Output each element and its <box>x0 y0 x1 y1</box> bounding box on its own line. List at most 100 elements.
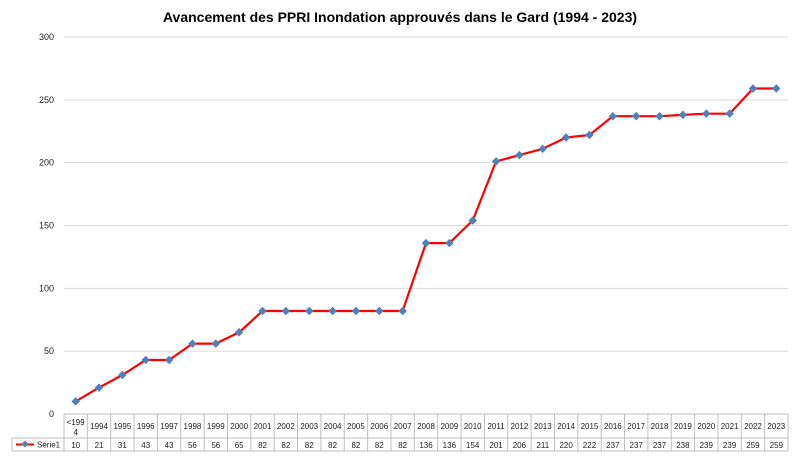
data-table-value: 43 <box>165 441 174 450</box>
data-table-value: 238 <box>676 441 690 450</box>
data-table-value: 211 <box>536 441 549 450</box>
data-point <box>655 111 664 121</box>
data-point <box>328 306 337 316</box>
data-table-value: 259 <box>746 441 760 450</box>
data-table-value: 82 <box>375 441 384 450</box>
data-point <box>772 84 781 93</box>
data-point <box>398 306 407 316</box>
x-tick-label: 1996 <box>137 422 155 431</box>
x-tick-label: 2023 <box>767 422 785 431</box>
x-tick-label: 2007 <box>394 422 412 431</box>
x-tick-label: 2002 <box>277 422 295 431</box>
data-table-value: 259 <box>770 441 784 450</box>
x-tick-label: 2012 <box>511 422 529 431</box>
data-table-value: 136 <box>419 441 433 450</box>
y-tick-label: 150 <box>39 221 54 231</box>
data-table-value: 136 <box>443 441 457 450</box>
x-tick-label: 2017 <box>627 422 645 431</box>
y-tick-label: 50 <box>44 346 54 356</box>
x-tick-label: 2022 <box>744 422 762 431</box>
x-tick-label: 1997 <box>160 422 178 431</box>
data-table-value: 154 <box>466 441 480 450</box>
data-table-value: 82 <box>281 441 290 450</box>
x-tick-label: 2013 <box>534 422 552 431</box>
y-tick-label: 200 <box>39 158 54 168</box>
data-point <box>585 130 594 140</box>
data-point <box>445 238 454 248</box>
data-point <box>234 328 244 337</box>
grid <box>64 36 788 415</box>
x-tick-label: 2000 <box>230 422 248 431</box>
y-tick-label: 100 <box>39 283 54 293</box>
y-tick-label: 0 <box>49 409 54 419</box>
x-tick-label: 2014 <box>557 422 575 431</box>
data-point <box>702 109 711 118</box>
data-table-value: 56 <box>211 441 220 450</box>
data-table-value: 222 <box>583 441 597 450</box>
data-point <box>678 110 688 120</box>
data-point <box>164 355 174 365</box>
data-point <box>631 111 641 121</box>
y-axis-ticks: 0 50 100 150 200 250 300 <box>39 32 54 419</box>
x-tick-label: 2001 <box>254 422 272 431</box>
data-table-value: 220 <box>559 441 573 450</box>
data-point <box>748 84 758 93</box>
data-table-value: 82 <box>305 441 314 450</box>
x-tick-label: 2004 <box>324 422 342 431</box>
data-point <box>305 306 314 316</box>
data-table-value: 239 <box>700 441 714 450</box>
data-point <box>281 306 291 316</box>
data-point <box>141 355 150 365</box>
data-table-value: 237 <box>653 441 667 450</box>
y-tick-label: 300 <box>39 32 54 42</box>
data-point <box>421 238 431 248</box>
series-group <box>71 84 781 406</box>
x-tick-label: 2008 <box>417 422 435 431</box>
data-table-value: 56 <box>188 441 197 450</box>
data-table-value: 206 <box>513 441 527 450</box>
x-tick-label: 2006 <box>370 422 388 431</box>
data-table: <199 4 10 1994 21 1995 31 1996 43 1997 43 1998 56 199… <box>11 413 789 452</box>
x-tick-label: 2019 <box>674 422 692 431</box>
x-tick-label: 1995 <box>113 422 131 431</box>
data-table-value: 237 <box>606 441 620 450</box>
data-table-value: 201 <box>489 441 503 450</box>
x-tick-label: 1998 <box>184 422 202 431</box>
data-table-value: 10 <box>71 441 80 450</box>
data-point <box>491 157 501 166</box>
data-table-value: 31 <box>118 441 127 450</box>
x-tick-label: 2020 <box>697 422 715 431</box>
data-point <box>211 339 221 348</box>
data-point <box>561 133 571 142</box>
data-table-value: 82 <box>258 441 267 450</box>
data-table-value: 43 <box>141 441 150 450</box>
data-point <box>538 144 547 154</box>
data-table-value: 82 <box>351 441 360 450</box>
x-tick-label: <199 4 <box>67 418 86 437</box>
legend-marker <box>21 440 29 448</box>
legend-label: Série1 <box>37 441 61 450</box>
data-table-value: 21 <box>95 441 104 450</box>
x-tick-label: 2016 <box>604 422 622 431</box>
data-table-value: 82 <box>398 441 407 450</box>
x-tick-label: 2005 <box>347 422 365 431</box>
y-tick-label: 250 <box>39 95 54 105</box>
x-tick-label: 2003 <box>300 422 318 431</box>
data-point <box>375 306 384 316</box>
x-tick-label: 2010 <box>464 422 482 431</box>
x-tick-label: 2021 <box>721 422 739 431</box>
data-point <box>515 150 524 160</box>
data-table-value: 65 <box>235 441 244 450</box>
x-tick-label: 2009 <box>440 422 458 431</box>
x-tick-label: 2015 <box>581 422 599 431</box>
data-table-value: 239 <box>723 441 737 450</box>
x-tick-label: 2011 <box>487 422 505 431</box>
x-tick-label: 1994 <box>90 422 108 431</box>
x-tick-label: 2018 <box>651 422 669 431</box>
x-tick-label: 1999 <box>207 422 225 431</box>
data-table-value: 82 <box>328 441 337 450</box>
data-table-value: 237 <box>630 441 644 450</box>
chart-title: Avancement des PPRI Inondation approuvés… <box>163 9 637 25</box>
data-point <box>351 306 361 316</box>
